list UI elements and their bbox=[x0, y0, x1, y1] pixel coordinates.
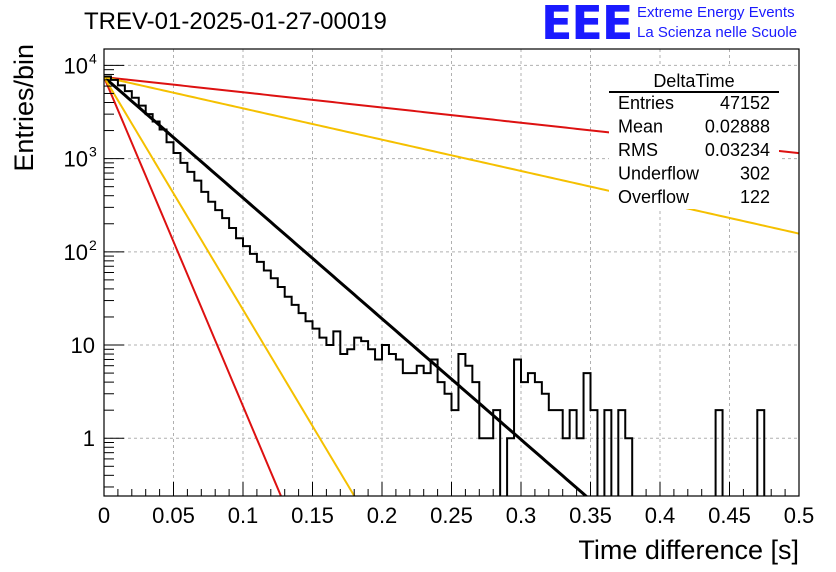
x-tick-label: 0.2 bbox=[367, 503, 398, 528]
stats-value-overflow: 122 bbox=[740, 187, 770, 207]
x-tick-label: 0 bbox=[98, 503, 110, 528]
x-axis-title: Time difference [s] bbox=[578, 535, 799, 565]
fit-curve-2 bbox=[104, 76, 283, 496]
fit-curve-1 bbox=[104, 75, 589, 496]
x-tick-label: 0.3 bbox=[506, 503, 537, 528]
logo-subtitle-line2: La Scienza nelle Scuole bbox=[637, 24, 798, 41]
stats-label-underflow: Underflow bbox=[618, 164, 700, 184]
y-tick-exponent: 2 bbox=[89, 237, 97, 253]
stats-box: DeltaTime Entries 47152 Mean 0.02888 RMS 0.03… bbox=[609, 66, 779, 209]
histogram-outline bbox=[104, 75, 766, 496]
y-tick-exponent: 3 bbox=[89, 144, 97, 160]
y-axis-title: Entries/bin bbox=[9, 44, 39, 172]
stats-label-entries: Entries bbox=[618, 93, 674, 113]
y-tick-label: 10 bbox=[64, 147, 88, 172]
y-tick-label: 10 bbox=[64, 53, 88, 78]
x-tick-label: 0.35 bbox=[569, 503, 612, 528]
stats-label-rms: RMS bbox=[618, 140, 658, 160]
x-tick-label: 0.15 bbox=[291, 503, 334, 528]
stats-value-rms: 0.03234 bbox=[705, 140, 770, 160]
stats-label-overflow: Overflow bbox=[618, 187, 690, 207]
fit-curve-3 bbox=[104, 76, 356, 496]
y-tick-label: 10 bbox=[71, 333, 95, 358]
x-tick-label: 0.1 bbox=[228, 503, 259, 528]
stats-value-entries: 47152 bbox=[720, 93, 770, 113]
stats-label-mean: Mean bbox=[618, 117, 663, 137]
y-tick-label: 1 bbox=[83, 426, 95, 451]
y-tick-exponent: 4 bbox=[89, 50, 97, 66]
eee-logo: EEE bbox=[541, 0, 633, 50]
x-tick-label: 0.05 bbox=[152, 503, 195, 528]
histogram-bars bbox=[104, 75, 766, 496]
x-tick-label: 0.5 bbox=[784, 503, 815, 528]
x-tick-label: 0.4 bbox=[645, 503, 676, 528]
logo-subtitle-line1: Extreme Energy Events bbox=[637, 4, 795, 21]
stats-value-underflow: 302 bbox=[740, 164, 770, 184]
axes: 0 0.05 0.1 0.15 0.2 0.25 0.3 0.35 0.4 0.45 0.5 1 10 1… bbox=[64, 50, 815, 528]
y-tick-label: 10 bbox=[64, 240, 88, 265]
stats-value-mean: 0.02888 bbox=[705, 117, 770, 137]
x-tick-label: 0.45 bbox=[708, 503, 751, 528]
stats-title: DeltaTime bbox=[653, 71, 734, 91]
chart-title: TREV-01-2025-01-27-00019 bbox=[84, 8, 387, 35]
x-tick-label: 0.25 bbox=[430, 503, 473, 528]
